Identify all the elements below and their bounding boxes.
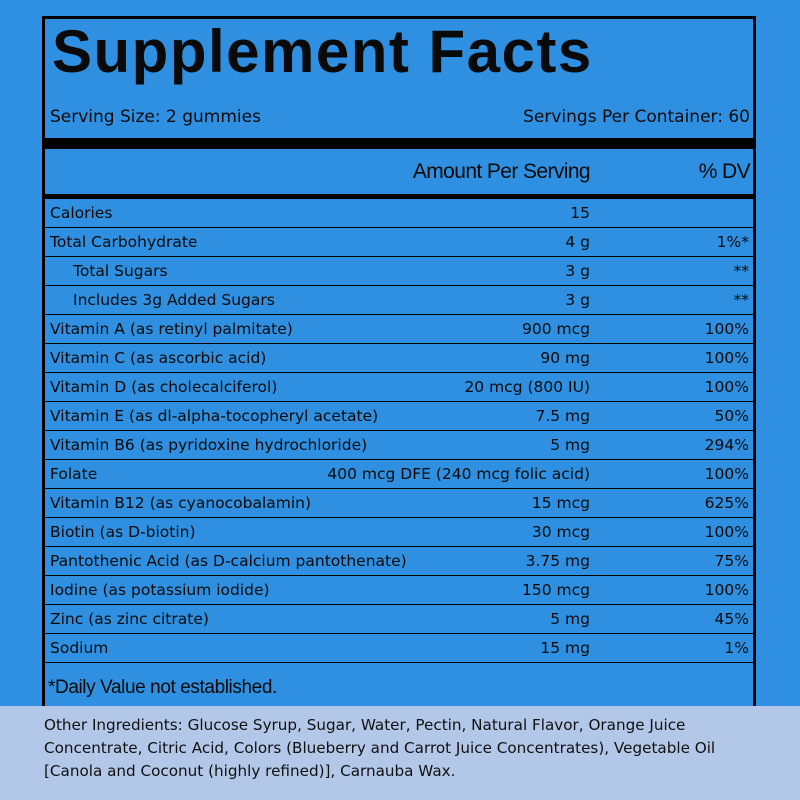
- nutrient-dv: 294%: [704, 436, 749, 454]
- nutrient-amount: 4 g: [565, 233, 590, 251]
- header-divider: [45, 194, 753, 199]
- thick-divider: [45, 138, 753, 149]
- nutrient-name: Includes 3g Added Sugars: [73, 291, 275, 309]
- table-row: Includes 3g Added Sugars 3 g **: [45, 286, 753, 315]
- nutrient-name: Pantothenic Acid (as D-calcium pantothen…: [50, 552, 407, 570]
- label-title: Supplement Facts: [52, 18, 593, 85]
- nutrient-name: Vitamin E (as dl-alpha-tocopheryl acetat…: [50, 407, 379, 425]
- nutrient-amount: 900 mcg: [522, 320, 590, 338]
- nutrient-name: Iodine (as potassium iodide): [50, 581, 270, 599]
- nutrient-dv: 625%: [704, 494, 749, 512]
- supplement-facts-panel: [0, 0, 800, 706]
- nutrient-amount: 20 mcg (800 IU): [464, 378, 590, 396]
- table-row: Vitamin C (as ascorbic acid) 90 mg 100%: [45, 344, 753, 373]
- nutrient-name: Vitamin A (as retinyl palmitate): [50, 320, 293, 338]
- nutrient-dv: **: [733, 262, 750, 280]
- table-row: Vitamin A (as retinyl palmitate) 900 mcg 1…: [45, 315, 753, 344]
- nutrient-amount: 400 mcg DFE (240 mcg folic acid): [327, 465, 590, 483]
- nutrient-amount: 150 mcg: [522, 581, 590, 599]
- serving-info: Serving Size: 2 gummies Servings Per Con…: [50, 106, 750, 128]
- nutrient-dv: 100%: [704, 349, 749, 367]
- nutrient-dv: 100%: [704, 320, 749, 338]
- daily-value-footnote: *Daily Value not established.: [48, 677, 277, 698]
- nutrient-name: Calories: [50, 204, 113, 222]
- nutrient-amount: 15 mg: [540, 639, 590, 657]
- table-header: Amount Per Serving % DV: [0, 160, 800, 190]
- nutrient-amount: 15 mcg: [531, 494, 590, 512]
- table-row: Folate 400 mcg DFE (240 mcg folic acid) 10…: [45, 460, 753, 489]
- table-row: Biotin (as D-biotin) 30 mcg 100%: [45, 518, 753, 547]
- nutrient-name: Vitamin B6 (as pyridoxine hydrochloride): [50, 436, 368, 454]
- other-ingredients: Other Ingredients: Glucose Syrup, Sugar,…: [44, 716, 716, 780]
- table-row: Zinc (as zinc citrate) 5 mg 45%: [45, 605, 753, 634]
- table-row: Vitamin B6 (as pyridoxine hydrochloride)…: [45, 431, 753, 460]
- nutrient-dv: 45%: [714, 610, 749, 628]
- nutrient-amount: 5 mg: [550, 436, 590, 454]
- label-border: [42, 16, 756, 706]
- nutrient-amount: 3.75 mg: [525, 552, 590, 570]
- nutrient-name: Vitamin C (as ascorbic acid): [50, 349, 267, 367]
- nutrient-name: Biotin (as D-biotin): [50, 523, 196, 541]
- table-row: Total Sugars 3 g **: [45, 257, 753, 286]
- nutrient-name: Sodium: [50, 639, 109, 657]
- table-row: Iodine (as potassium iodide) 150 mcg 100%: [45, 576, 753, 605]
- nutrient-table: Calories 15 Total Carbohydrate 4 g 1%* Tota…: [45, 199, 753, 663]
- nutrient-dv: 50%: [714, 407, 749, 425]
- nutrient-amount: 30 mcg: [531, 523, 590, 541]
- servings-per-container: Servings Per Container: 60: [523, 107, 750, 127]
- table-row: Vitamin B12 (as cyanocobalamin) 15 mcg 625…: [45, 489, 753, 518]
- nutrient-dv: 100%: [704, 378, 749, 396]
- nutrient-amount: 90 mg: [540, 349, 590, 367]
- nutrient-amount: 3 g: [565, 262, 590, 280]
- nutrient-name: Zinc (as zinc citrate): [50, 610, 209, 628]
- table-row: Calories 15: [45, 199, 753, 228]
- dv-column-header: % DV: [698, 160, 751, 183]
- nutrient-dv: 100%: [704, 581, 749, 599]
- table-row: Sodium 15 mg 1%: [45, 634, 753, 663]
- nutrient-amount: 5 mg: [550, 610, 590, 628]
- table-row: Total Carbohydrate 4 g 1%*: [45, 228, 753, 257]
- nutrient-dv: 100%: [704, 523, 749, 541]
- nutrient-name: Folate: [50, 465, 98, 483]
- nutrient-dv: 75%: [714, 552, 749, 570]
- nutrient-name: Total Carbohydrate: [50, 233, 198, 251]
- nutrient-name: Total Sugars: [73, 262, 168, 280]
- nutrient-name: Vitamin D (as cholecalciferol): [50, 378, 278, 396]
- nutrient-amount: 7.5 mg: [535, 407, 590, 425]
- nutrient-amount: 15: [570, 204, 590, 222]
- nutrient-dv: **: [733, 291, 750, 309]
- nutrient-dv: 1%: [724, 639, 749, 657]
- nutrient-dv: 100%: [704, 465, 749, 483]
- serving-size: Serving Size: 2 gummies: [50, 107, 261, 127]
- nutrient-dv: 1%*: [716, 233, 749, 251]
- table-row: Pantothenic Acid (as D-calcium pantothen…: [45, 547, 753, 576]
- table-row: Vitamin E (as dl-alpha-tocopheryl acetat…: [45, 402, 753, 431]
- amount-column-header: Amount Per Serving: [412, 160, 591, 183]
- table-row: Vitamin D (as cholecalciferol) 20 mcg (80…: [45, 373, 753, 402]
- nutrient-name: Vitamin B12 (as cyanocobalamin): [50, 494, 312, 512]
- nutrient-amount: 3 g: [565, 291, 590, 309]
